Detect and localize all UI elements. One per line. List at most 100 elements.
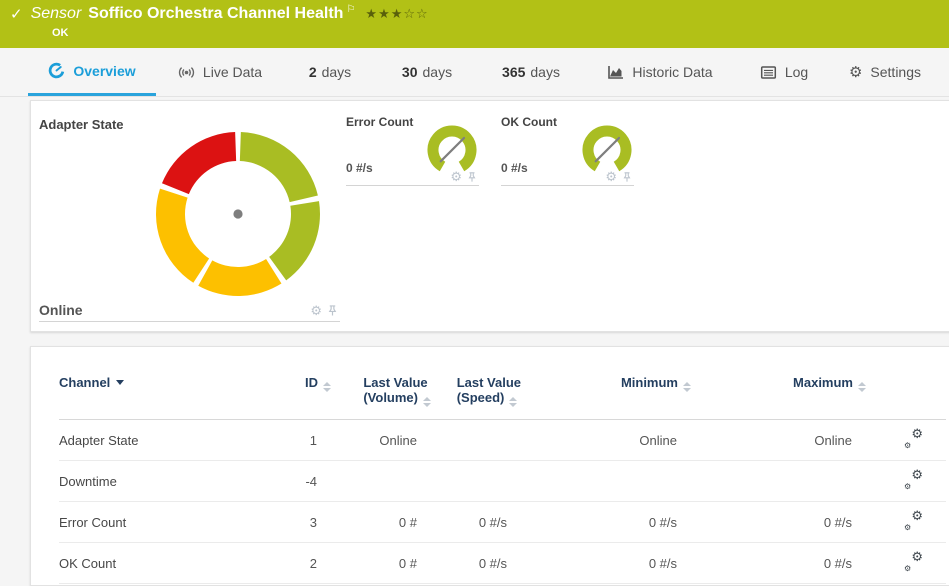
ok-count-gauge xyxy=(582,125,632,172)
pin-icon[interactable] xyxy=(622,171,632,183)
maximum-value: 0 #/s xyxy=(691,501,866,543)
column-header-actions xyxy=(866,375,946,420)
column-header-minimum[interactable]: Minimum xyxy=(521,375,691,420)
ok-count-tile: OK Count 0 #/s ⚙ xyxy=(501,107,634,186)
channel-table-panel: Channel ID Last Value (Volume) Last Valu… xyxy=(30,346,949,586)
sort-icon xyxy=(423,397,431,407)
column-header-maximum[interactable]: Maximum xyxy=(691,375,866,420)
adapter-state-gauge xyxy=(156,132,322,296)
gear-icon[interactable]: ⚙ xyxy=(310,302,322,318)
tab-number: 30 xyxy=(401,64,418,80)
broadcast-icon xyxy=(178,66,195,78)
sensor-kind-label: Sensor xyxy=(30,5,82,22)
minimum-value: 0 #/s xyxy=(521,542,691,584)
gear-icon[interactable]: ⚙ xyxy=(450,169,462,184)
minimum-value: 0 #/s xyxy=(521,501,691,543)
error-count-tile: Error Count 0 #/s ⚙ xyxy=(346,107,479,186)
tab-overview[interactable]: Overview xyxy=(28,48,156,96)
tab-2-days[interactable]: 2 days xyxy=(284,48,376,96)
last-value-volume: 0 # xyxy=(331,501,431,543)
channel-name: OK Count xyxy=(59,542,247,584)
column-header-label: Last Value xyxy=(456,375,521,390)
channel-settings-icon[interactable]: ⚙ ⚙ xyxy=(904,426,923,450)
gauge-title: Adapter State xyxy=(39,117,124,132)
pin-icon[interactable] xyxy=(467,171,477,183)
column-header-label: (Volume) xyxy=(363,390,418,405)
column-header-label: ID xyxy=(305,375,318,390)
gauge-value: Online xyxy=(39,302,83,318)
page-title: Soffico Orchestra Channel Health xyxy=(88,5,344,22)
gear-icon[interactable]: ⚙ xyxy=(605,169,617,184)
tab-historic-data[interactable]: Historic Data xyxy=(584,48,736,96)
last-value-speed xyxy=(431,419,521,461)
column-header-label: Minimum xyxy=(620,375,678,390)
sensor-banner: ✓ Sensor Soffico Orchestra Channel Healt… xyxy=(0,0,949,48)
gear-icon: ⚙ xyxy=(848,63,863,81)
tab-30-days[interactable]: 30 days xyxy=(376,48,478,96)
tab-label: Settings xyxy=(870,64,922,80)
tab-label: Live Data xyxy=(202,64,263,80)
sort-icon xyxy=(858,382,866,392)
overview-gauges-panel: Adapter State Online ⚙ Error Count 0 #/s… xyxy=(30,100,949,332)
column-header-label: Last Value xyxy=(363,375,428,390)
gauge-value: 0 #/s xyxy=(346,161,373,175)
column-header-last-value-volume[interactable]: Last Value (Volume) xyxy=(331,375,431,420)
tab-label: Historic Data xyxy=(632,64,713,80)
tab-label: Log xyxy=(784,64,809,80)
status-badge: OK xyxy=(52,27,69,39)
maximum-value: Online xyxy=(691,419,866,461)
star-filled-icons[interactable]: ★★★ xyxy=(365,6,404,21)
star-empty-icons[interactable]: ☆☆ xyxy=(403,6,429,21)
column-header-id[interactable]: ID xyxy=(247,375,331,420)
pin-icon[interactable] xyxy=(327,304,338,317)
channel-id: 1 xyxy=(247,419,331,461)
channel-id: 3 xyxy=(247,501,331,543)
column-header-channel[interactable]: Channel xyxy=(59,375,247,420)
gauge-icon xyxy=(49,62,65,79)
table-row: OK Count 2 0 # 0 #/s 0 #/s 0 #/s ⚙ ⚙ xyxy=(59,542,946,584)
channel-name: Adapter State xyxy=(59,419,247,461)
tab-log[interactable]: Log xyxy=(736,48,832,96)
column-header-last-value-speed[interactable]: Last Value (Speed) xyxy=(431,375,521,420)
column-header-label: Maximum xyxy=(793,375,853,390)
tab-label: days xyxy=(422,64,453,80)
priority-stars[interactable]: ★★★☆☆ xyxy=(365,6,428,22)
flag-icon[interactable]: ⚐ xyxy=(346,3,356,15)
sort-icon xyxy=(509,397,518,407)
last-value-speed xyxy=(431,460,521,502)
channel-settings-icon[interactable]: ⚙ ⚙ xyxy=(904,508,923,532)
tab-live-data[interactable]: Live Data xyxy=(156,48,284,96)
last-value-speed: 0 #/s xyxy=(431,501,521,543)
tab-365-days[interactable]: 365 days xyxy=(478,48,584,96)
tab-settings[interactable]: ⚙ Settings xyxy=(832,48,938,96)
channel-name: Downtime xyxy=(59,460,247,502)
tab-label: Overview xyxy=(73,62,136,79)
channel-id: 2 xyxy=(247,542,331,584)
tab-bar: Overview Live Data 2 days 30 days 365 da… xyxy=(0,48,949,97)
minimum-value xyxy=(521,460,691,502)
channel-settings-icon[interactable]: ⚙ ⚙ xyxy=(904,549,923,573)
gauge-title: OK Count xyxy=(501,115,557,129)
last-value-volume: Online xyxy=(331,419,431,461)
maximum-value xyxy=(691,460,866,502)
tab-number: 365 xyxy=(502,64,526,80)
sort-icon xyxy=(323,382,331,392)
log-icon xyxy=(760,65,776,79)
column-header-label: Channel xyxy=(59,375,111,390)
column-header-label: (Speed) xyxy=(456,390,505,405)
area-chart-icon xyxy=(608,65,624,79)
tab-label: days xyxy=(321,64,352,80)
last-value-volume: 0 # xyxy=(331,542,431,584)
gauge-value: 0 #/s xyxy=(501,161,528,175)
channel-id: -4 xyxy=(247,460,331,502)
error-count-gauge xyxy=(427,125,477,172)
adapter-state-tile: Adapter State Online ⚙ xyxy=(39,107,340,322)
channel-name: Error Count xyxy=(59,501,247,543)
table-row: Downtime -4 ⚙ ⚙ xyxy=(59,460,946,502)
last-value-volume xyxy=(331,460,431,502)
channel-settings-icon[interactable]: ⚙ ⚙ xyxy=(904,467,923,491)
table-row: Error Count 3 0 # 0 #/s 0 #/s 0 #/s ⚙ ⚙ xyxy=(59,501,946,543)
tab-label: days xyxy=(530,64,560,80)
tab-number: 2 xyxy=(308,64,317,80)
maximum-value: 0 #/s xyxy=(691,542,866,584)
